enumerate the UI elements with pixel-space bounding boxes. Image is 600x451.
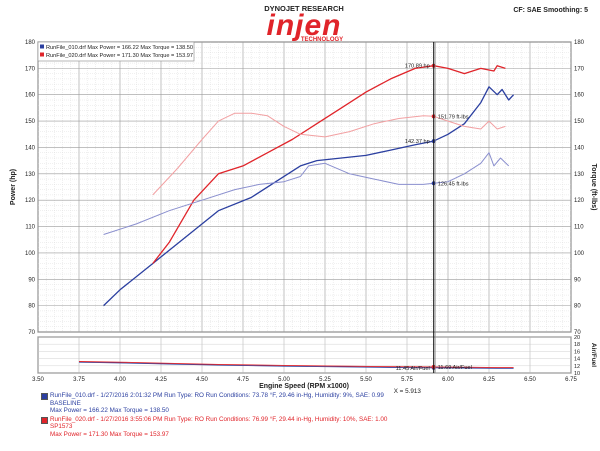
y-tick-label-power: 150 <box>25 119 36 125</box>
x-tick-label: 5.75 <box>401 377 413 383</box>
y-tick-label-airfuel: 10 <box>574 371 580 377</box>
y-tick-label-airfuel: 20 <box>574 335 580 341</box>
x-tick-label: 3.50 <box>32 377 44 383</box>
y-tick-label-torque: 80 <box>574 304 581 310</box>
run2-airfuel-line <box>78 361 514 369</box>
legend-entry-run2: RunFile_020.drf Max Power = 171.30 Max T… <box>46 53 193 59</box>
run-info-run2: RunFile_020.drf - 1/27/2016 3:55:06 PM R… <box>41 415 590 439</box>
legend: RunFile_010.drf Max Power = 166.22 Max T… <box>37 41 195 62</box>
x-tick-label: 5.50 <box>360 377 372 383</box>
y-tick-label-torque: 180 <box>574 40 585 46</box>
x-tick-label: 6.50 <box>524 377 536 383</box>
y-tick-label-airfuel: 18 <box>574 342 580 348</box>
run1-power-line <box>103 86 515 307</box>
y-tick-label-torque: 140 <box>574 145 585 151</box>
x-tick-label: 5.00 <box>278 377 290 383</box>
annotation-label: 142.37 hp <box>405 139 430 145</box>
y-tick-label-power: 110 <box>25 225 35 231</box>
y-axis-label-power: Power (hp) <box>10 169 17 205</box>
brand-top: DYNOJET RESEARCH <box>264 4 344 13</box>
x-tick-label: 3.75 <box>73 377 85 383</box>
run2-max: Max Power = 171.30 Max Torque = 153.97 <box>50 430 169 438</box>
y-axis-label-airfuel: Air/Fuel <box>590 343 597 367</box>
y-tick-label-power: 90 <box>28 277 35 283</box>
run-info-run1: RunFile_010.drf - 1/27/2016 2:01:32 PM R… <box>41 392 590 415</box>
cf-smoothing-label: CF: SAE Smoothing: 5 <box>513 7 588 14</box>
run2-checkbox-icon[interactable] <box>41 416 48 424</box>
y-tick-label-torque: 150 <box>574 119 585 125</box>
annotation-label: 151.79 ft-lbs <box>438 114 469 120</box>
y-tick-label-power: 130 <box>25 172 36 178</box>
x-tick-label: 6.75 <box>565 377 577 383</box>
y-tick-label-airfuel: 14 <box>574 357 580 363</box>
x-tick-label: 6.00 <box>442 377 454 383</box>
annotation-label: 11.69 Air/Fuel <box>438 365 472 371</box>
main-plot-area <box>37 41 572 333</box>
run1-checkbox-icon[interactable] <box>41 393 48 400</box>
y-tick-label-power: 170 <box>25 66 36 72</box>
y-tick-label-power: 160 <box>25 93 36 99</box>
y-tick-label-torque: 120 <box>574 198 585 204</box>
y-tick-label-torque: 100 <box>574 251 585 257</box>
run1-details: RunFile_010.drf - 1/27/2016 2:01:32 PM R… <box>50 392 384 399</box>
x-tick-label: 4.50 <box>196 377 208 383</box>
y-tick-label-power: 180 <box>25 40 36 46</box>
cursor-readout: X = 5.913 <box>394 388 422 395</box>
y-tick-label-torque: 130 <box>574 172 585 178</box>
annotation-label: 11.45 Air/Fuel <box>396 366 430 372</box>
x-tick-label: 6.25 <box>483 377 495 383</box>
y-tick-label-airfuel: 16 <box>574 349 580 355</box>
x-axis-label: Engine Speed (RPM x1000) <box>259 383 349 390</box>
y-tick-label-power: 80 <box>28 304 35 310</box>
legend-entry-run1: RunFile_010.drf Max Power = 166.22 Max T… <box>46 45 193 51</box>
y-tick-label-torque: 90 <box>574 277 581 283</box>
run1-airfuel-line <box>78 361 514 369</box>
y-tick-label-power: 140 <box>25 145 36 151</box>
annotation-label: 170.89 hp <box>405 64 430 70</box>
x-tick-label: 5.25 <box>319 377 331 383</box>
run-info-footer: RunFile_010.drf - 1/27/2016 2:01:32 PM R… <box>41 392 590 439</box>
y-tick-label-power: 100 <box>25 251 36 257</box>
y-axis-label-torque: Torque (ft-lbs) <box>590 164 597 211</box>
logo-subtitle: TECHNOLOGY <box>301 37 343 43</box>
y-tick-label-power: 70 <box>28 330 35 336</box>
legend-swatch-run2 <box>40 52 44 57</box>
x-tick-label: 4.25 <box>155 377 167 383</box>
y-tick-label-torque: 70 <box>574 330 581 336</box>
y-tick-label-torque: 110 <box>574 225 584 231</box>
run2-details: RunFile_020.drf - 1/27/2016 3:55:06 PM R… <box>50 415 388 423</box>
y-tick-label-power: 120 <box>25 198 36 204</box>
run1-name: BASELINE <box>50 399 81 407</box>
y-tick-label-airfuel: 12 <box>574 364 580 370</box>
y-tick-label-torque: 160 <box>574 93 585 99</box>
x-tick-label: 4.00 <box>114 377 126 383</box>
run2-power-line <box>152 65 506 264</box>
injen-logo: injen <box>266 9 341 42</box>
run1-max: Max Power = 166.22 Max Torque = 138.50 <box>50 407 169 415</box>
run1-torque-line <box>103 152 510 235</box>
run2-name: SP1573 <box>50 423 73 431</box>
annotation-label: 126.45 ft-lbs <box>438 181 469 187</box>
run2-torque-line <box>152 112 506 196</box>
x-tick-label: 4.75 <box>237 377 249 383</box>
y-tick-label-torque: 170 <box>574 66 585 72</box>
legend-swatch-run1 <box>40 44 44 49</box>
